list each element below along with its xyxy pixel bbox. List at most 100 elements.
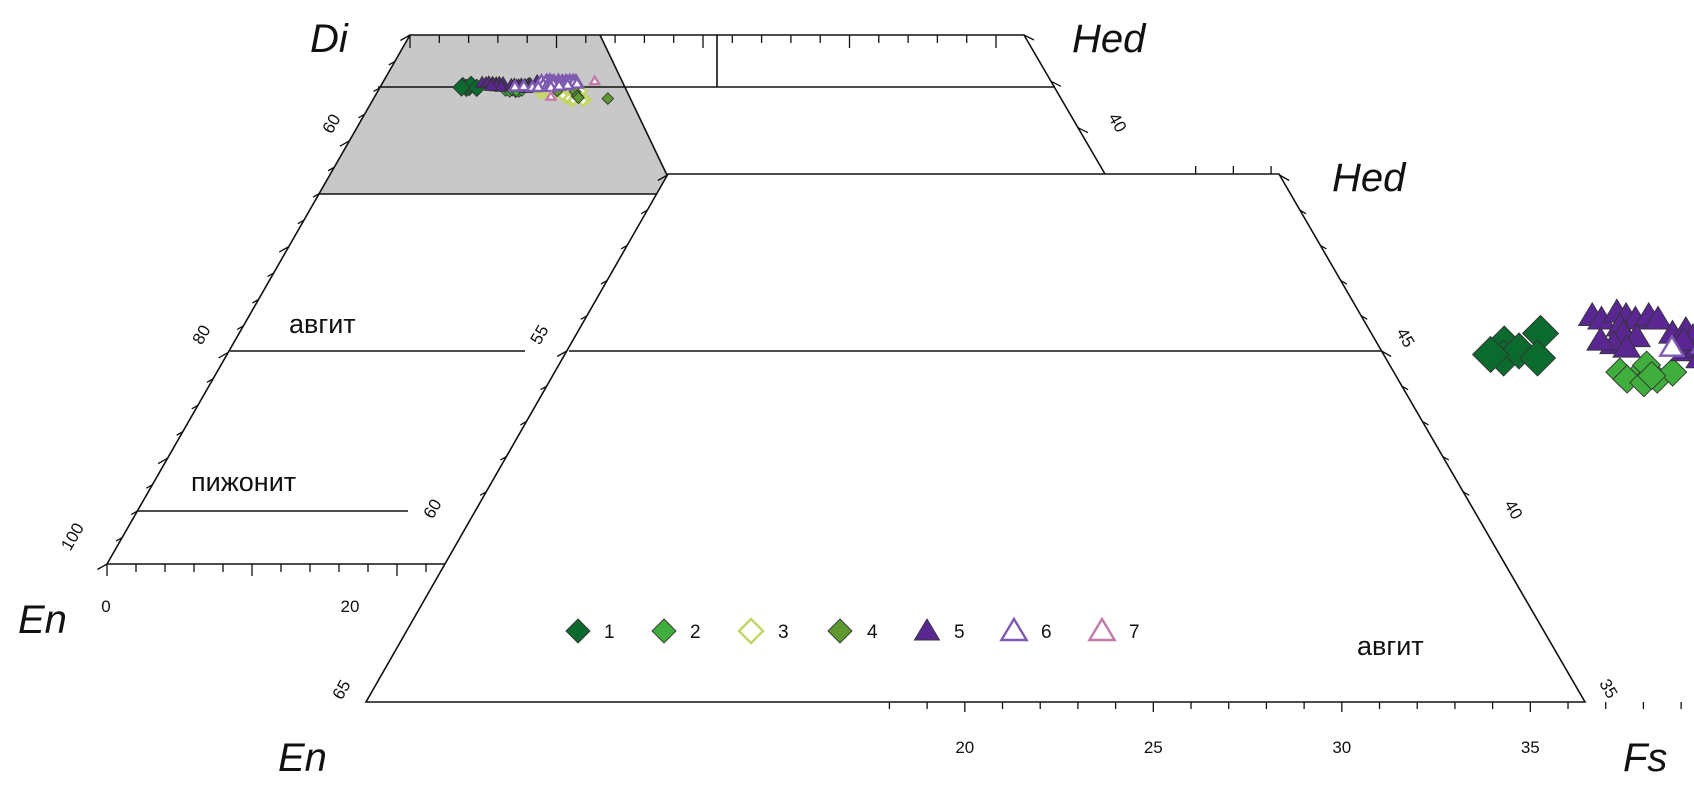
- main-left-tick: [97, 563, 108, 571]
- legend-marker-5: [913, 618, 941, 641]
- field-label-augite: авгит: [289, 309, 356, 339]
- zoom-region-shading: [319, 35, 676, 194]
- inset-right-tick: [1422, 420, 1429, 426]
- inset-vertex-label-fs: Fs: [1623, 736, 1667, 780]
- inset-point-series-1: [1471, 335, 1510, 374]
- legend-marker-7: [1087, 616, 1117, 642]
- main-point-series-4: [572, 91, 585, 105]
- inset-right-tick-label-40: 40: [1500, 497, 1526, 523]
- vertex-label-en: En: [18, 598, 67, 642]
- inset-right-tick: [1279, 174, 1290, 182]
- main-point-series-6: [507, 78, 523, 92]
- inset-left-tick-label-65: 65: [329, 677, 355, 703]
- legend-marker-3: [737, 617, 765, 645]
- inset-left-tick: [520, 420, 527, 426]
- main-left-tick: [157, 457, 168, 465]
- main-left-tick: [236, 325, 244, 331]
- inset-right-tick: [1360, 315, 1368, 320]
- legend-label-7: 7: [1129, 622, 1140, 643]
- left-tick-label-100: 100: [57, 520, 88, 554]
- inset-left-tick: [640, 209, 648, 215]
- main-left-tick: [252, 298, 259, 304]
- main-left-tick: [278, 246, 290, 253]
- legend-label-4: 4: [867, 622, 878, 643]
- legend-marker-4: [827, 618, 853, 644]
- main-left-tick: [218, 351, 229, 359]
- inset-point-series-5: [1685, 353, 1694, 369]
- inset-point-series-6: [1658, 334, 1686, 357]
- legend-label-6: 6: [1041, 622, 1052, 643]
- inset-left-tick: [540, 385, 547, 391]
- legend-marker-6: [999, 616, 1029, 642]
- main-left-tick: [327, 166, 335, 172]
- inset-left-tick: [499, 456, 507, 461]
- inset-left-tick: [556, 350, 568, 358]
- legend-markers: [565, 616, 1117, 645]
- main-left-tick: [400, 34, 411, 42]
- main-right-tick: [1077, 127, 1089, 134]
- main-point-series-7: [588, 74, 602, 86]
- main-point-series-5: [483, 78, 499, 91]
- main-ticks: [97, 34, 1116, 576]
- legend-marker-1: [565, 618, 591, 644]
- inset-right-tick: [1401, 385, 1409, 391]
- main-point-series-6: [559, 77, 576, 91]
- main-left-tick: [146, 484, 153, 489]
- inset-right-tick-label-45: 45: [1392, 325, 1418, 351]
- main-right-tick: [1023, 34, 1035, 41]
- inset-quadrilateral: [364, 72, 1694, 712]
- inset-point-series-5: [1643, 305, 1673, 330]
- inset-vertex-label-hed: Hed: [1332, 156, 1407, 200]
- left-tick-label-60: 60: [319, 111, 345, 137]
- inset-left-tick: [620, 244, 628, 250]
- vertex-label-di: Di: [310, 17, 349, 61]
- main-left-tick: [130, 510, 138, 516]
- inset-x-tick-label-25: 25: [1144, 738, 1163, 757]
- main-point-series-1: [452, 78, 471, 97]
- vertex-label-hed: Hed: [1072, 17, 1147, 61]
- main-left-tick: [115, 536, 123, 542]
- inset-right-tick: [1381, 350, 1392, 358]
- main-point-series-6: [569, 75, 585, 89]
- main-point-series-5: [493, 79, 509, 92]
- main-data-markers: [452, 72, 615, 108]
- inset-x-tick-label-30: 30: [1332, 738, 1351, 757]
- main-point-series-4: [601, 92, 615, 106]
- legend-label-2: 2: [690, 622, 701, 643]
- inset-background: [366, 174, 1585, 702]
- inset-frame: [364, 173, 1587, 703]
- main-left-tick: [388, 60, 396, 66]
- inset-right-tick: [1462, 491, 1470, 496]
- legend-label-5: 5: [954, 622, 965, 643]
- main-left-tick: [358, 113, 365, 119]
- inset-left-tick: [600, 280, 608, 285]
- main-point-series-6: [530, 79, 546, 93]
- inset-right-tick: [1320, 244, 1327, 250]
- left-tick-label-80: 80: [189, 322, 215, 348]
- main-left-tick: [297, 219, 305, 225]
- field-label-augite-inset: авгит: [1357, 631, 1424, 661]
- main-left-tick: [176, 431, 184, 436]
- main-left-tick: [373, 87, 381, 92]
- main-point-series-7: [544, 89, 558, 101]
- main-left-tick: [206, 378, 214, 383]
- inset-point-series-5: [1612, 333, 1642, 358]
- inset-ticks: [479, 166, 1682, 712]
- inset-point-series-2: [1658, 357, 1688, 387]
- bottom-tick-label-0: 0: [101, 597, 110, 616]
- inset-x-tick-label-35: 35: [1521, 738, 1540, 757]
- legend: 1 2 3 4 5 6 7: [565, 616, 1140, 645]
- inset-left-tick: [580, 315, 588, 320]
- main-quadrilateral: [97, 34, 1116, 576]
- main-left-tick: [191, 404, 199, 410]
- main-left-tick: [339, 140, 350, 147]
- legend-label-3: 3: [778, 622, 789, 643]
- inset-point-series-1: [1518, 339, 1557, 377]
- inset-data-markers: [1471, 298, 1694, 398]
- legend-label-1: 1: [604, 622, 615, 643]
- bottom-tick-label-20: 20: [341, 597, 360, 616]
- inset-point-series-2: [1637, 361, 1667, 391]
- inset-right-tick: [1299, 209, 1307, 215]
- right-tick-label-40: 40: [1104, 110, 1130, 136]
- field-label-pigeonite: пижонит: [191, 467, 296, 497]
